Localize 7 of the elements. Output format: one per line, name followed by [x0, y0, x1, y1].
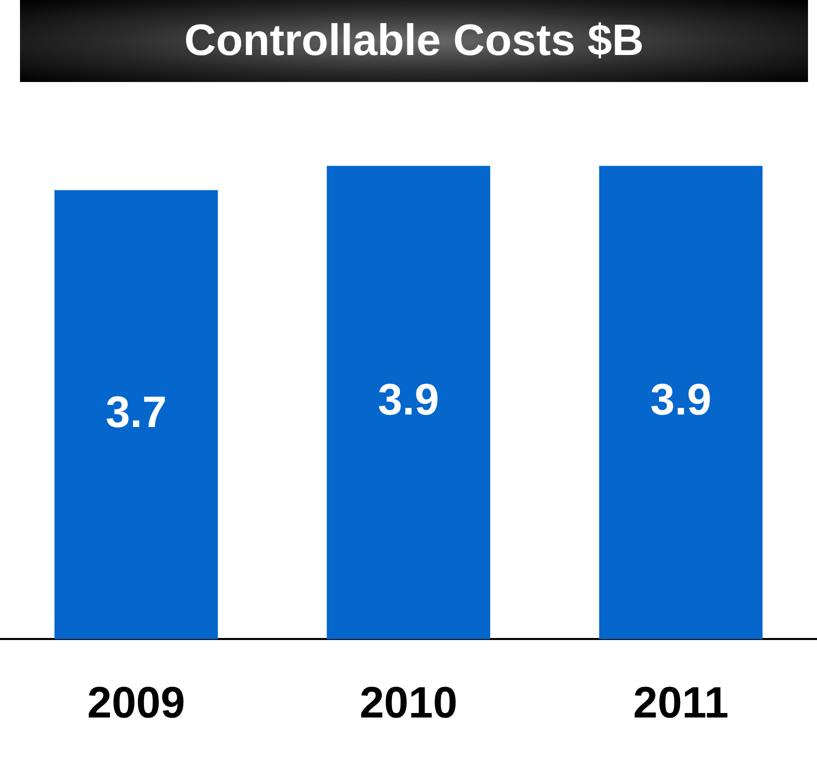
data-label: 3.9 [378, 376, 440, 425]
x-tick-label: 2010 [360, 678, 458, 728]
chart-title: Controllable Costs $B [20, 0, 808, 82]
x-tick-label: 2011 [633, 678, 729, 728]
data-label: 3.7 [106, 388, 167, 437]
x-tick-label: 2009 [87, 678, 186, 728]
data-label: 3.9 [650, 376, 712, 425]
